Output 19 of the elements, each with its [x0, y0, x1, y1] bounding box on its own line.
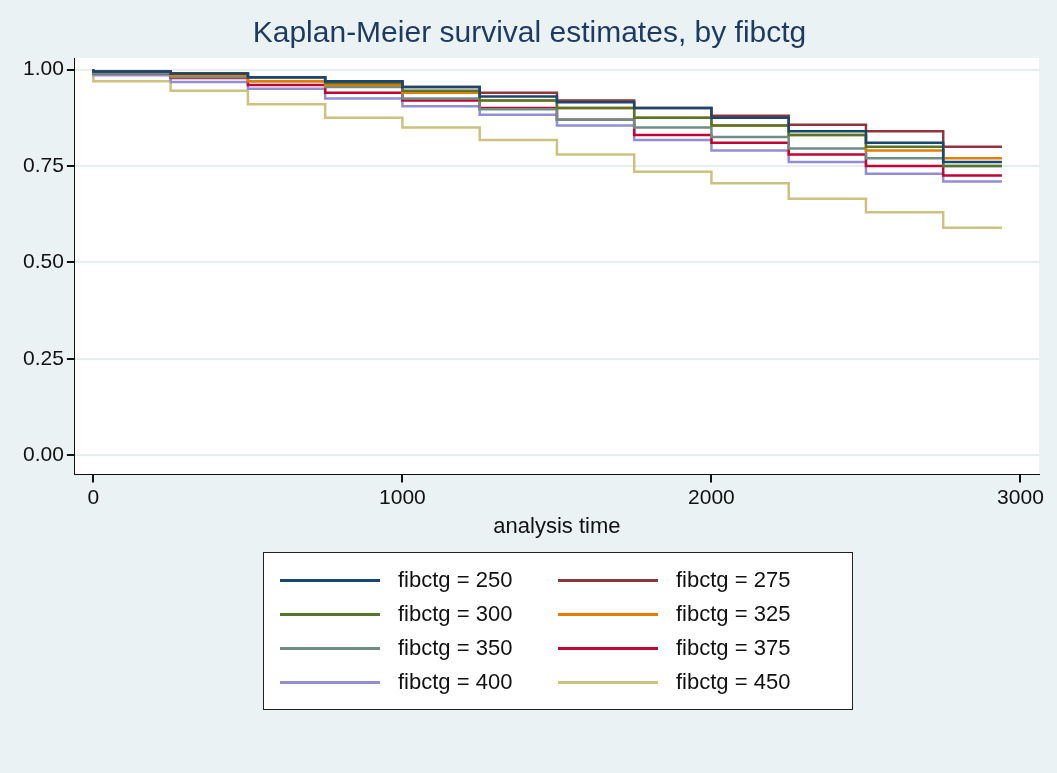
legend-label: fibctg = 250 — [398, 567, 513, 593]
legend-label: fibctg = 325 — [676, 601, 791, 627]
x-tick-label: 3000 — [997, 484, 1044, 508]
chart-title: Kaplan-Meier survival estimates, by fibctg — [252, 15, 807, 49]
legend-label: fibctg = 400 — [398, 669, 513, 695]
legend-label: fibctg = 450 — [676, 669, 791, 695]
y-tick-label: 0.50 — [23, 249, 64, 273]
x-tick-label: 2000 — [688, 484, 735, 508]
x-tick-label: 1000 — [379, 484, 426, 508]
y-tick-label: 0.75 — [23, 152, 64, 176]
y-tick-label: 0.00 — [23, 441, 64, 465]
legend-label: fibctg = 350 — [398, 635, 513, 661]
x-axis-title: analysis time — [493, 512, 621, 538]
legend-label: fibctg = 300 — [398, 601, 513, 627]
y-tick-label: 1.00 — [23, 56, 64, 80]
legend-label: fibctg = 275 — [676, 567, 791, 593]
y-tick-label: 0.25 — [23, 345, 64, 369]
x-tick-label: 0 — [87, 484, 100, 508]
legend-label: fibctg = 375 — [676, 635, 791, 661]
